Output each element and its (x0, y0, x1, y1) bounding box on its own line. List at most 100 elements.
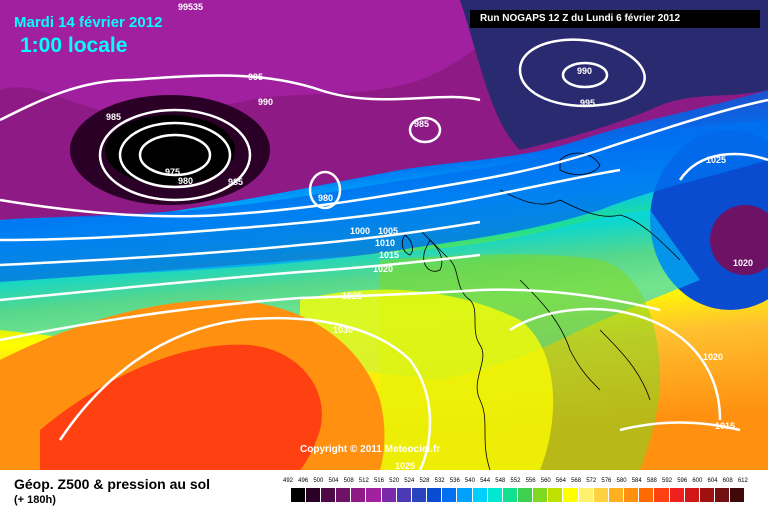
field-red (40, 344, 322, 470)
scale-swatch (608, 488, 624, 502)
scale-swatch (730, 488, 745, 502)
scale-swatch (411, 488, 427, 502)
isobar-label: 1020 (703, 352, 724, 362)
scale-tick-label: 516 (373, 478, 384, 484)
scale-tick-label: 584 (631, 478, 642, 484)
scale-swatch (366, 488, 381, 502)
isobar-label: 1030 (333, 325, 354, 335)
scale-swatch (336, 488, 351, 502)
isobar-label: 99535 (178, 2, 204, 12)
scale-tick-label: 524 (404, 478, 415, 484)
scale-swatch (305, 488, 320, 502)
legend-subtitle: (+ 180h) (14, 494, 56, 506)
scale-tick-label: 580 (616, 478, 627, 484)
scale-tick-label: 540 (464, 478, 475, 484)
isobar-label: 1025 (706, 155, 727, 165)
scale-tick-label: 496 (298, 478, 309, 484)
scale-tick-label: 492 (283, 478, 294, 484)
scale-tick-label: 532 (434, 478, 445, 484)
scale-tick-label: 592 (662, 478, 673, 484)
scale-swatch (533, 488, 548, 502)
isobar-label: 1010 (375, 238, 396, 248)
scale-tick-label: 596 (677, 478, 688, 484)
scale-tick-label: 600 (692, 478, 703, 484)
scale-swatch (669, 488, 684, 502)
isobar-label: 1005 (378, 226, 399, 236)
isobar-label: 995 (580, 98, 596, 108)
scale-tick-label: 588 (646, 478, 657, 484)
scale-tick-label: 520 (389, 478, 400, 484)
isobar-label: 980 (178, 176, 194, 186)
field-navy (460, 0, 768, 150)
scale-swatch (442, 488, 457, 502)
scale-tick-label: 608 (722, 478, 733, 484)
scale-swatch (351, 488, 366, 502)
scale-swatch (457, 488, 472, 502)
scale-tick-label: 564 (555, 478, 566, 484)
scale-tick-label: 504 (328, 478, 339, 484)
scale-swatch (427, 488, 442, 502)
scale-tick-label: 552 (510, 478, 521, 484)
run-info: Run NOGAPS 12 Z du Lundi 6 février 2012 (470, 10, 760, 28)
scale-tick-label: 544 (480, 478, 491, 484)
scale-swatch (593, 488, 608, 502)
scale-tick-label: 548 (495, 478, 506, 484)
scale-tick-label: 560 (540, 478, 551, 484)
isobar-label: 985 (106, 112, 122, 122)
scale-tick-label: 528 (419, 478, 430, 484)
isobar-lines (0, 38, 768, 470)
isobar-label: 1025 (342, 291, 363, 301)
scale-tick-label: 512 (358, 478, 369, 484)
scale-swatch (624, 488, 639, 502)
scale-tick-label: 500 (313, 478, 324, 484)
isobar-label: 990 (258, 97, 274, 107)
scale-swatch (487, 488, 502, 502)
copyright-text: Copyright © 2011 Meteociel.fr (300, 444, 441, 455)
isobar-label: 1015 (379, 250, 400, 260)
isobar-label: 1015 (715, 421, 736, 431)
date-title: Mardi 14 février 2012 (14, 14, 163, 31)
field-blue-band (0, 120, 768, 282)
isobar-label: 1025 (395, 461, 416, 470)
scale-swatch (381, 488, 396, 502)
scale-swatch (684, 488, 699, 502)
scale-swatch (699, 488, 715, 502)
isobar-label: 995 (248, 72, 264, 82)
isobar-label: 1000 (350, 226, 371, 236)
scale-swatch (472, 488, 487, 502)
scale-tick-label: 508 (343, 478, 354, 484)
isobar-label: 1020 (733, 258, 754, 268)
scale-tick-label: 536 (449, 478, 460, 484)
scale-tick-label: 612 (737, 478, 748, 484)
isobar-label: 985 (414, 119, 430, 129)
weather-map: 99535 995 990 985 975 980 985 985 980 99… (0, 0, 768, 470)
field-low-east (710, 205, 768, 275)
field-magenta (0, 0, 520, 115)
scale-swatch (715, 488, 730, 502)
map-canvas (0, 0, 768, 470)
scale-swatch (578, 488, 593, 502)
time-title: 1:00 locale (20, 34, 128, 57)
scale-swatch (518, 488, 533, 502)
scale-tick-label: 604 (707, 478, 718, 484)
scale-swatch (396, 488, 411, 502)
isobar-label: 980 (318, 193, 334, 203)
scale-tick-label: 568 (571, 478, 582, 484)
isobar-label: 975 (165, 167, 181, 177)
scale-swatch (654, 488, 669, 502)
isobar-label: 985 (228, 177, 244, 187)
scale-tick-label: 576 (601, 478, 612, 484)
legend-bar: Géop. Z500 & pression au sol (+ 180h) 49… (0, 470, 768, 512)
scale-swatch (502, 488, 517, 502)
isobar-label: 1020 (373, 264, 394, 274)
color-scale: 492 496 500 504 508 512 516 520 524 528 532 536 540 5… (283, 478, 753, 508)
scale-swatch (639, 488, 654, 502)
scale-tick-label: 572 (586, 478, 597, 484)
scale-swatch (548, 488, 563, 502)
scale-swatch (320, 488, 336, 502)
scale-swatch (290, 488, 305, 502)
legend-title: Géop. Z500 & pression au sol (14, 476, 211, 492)
scale-swatch (563, 488, 578, 502)
scale-tick-label: 556 (525, 478, 536, 484)
